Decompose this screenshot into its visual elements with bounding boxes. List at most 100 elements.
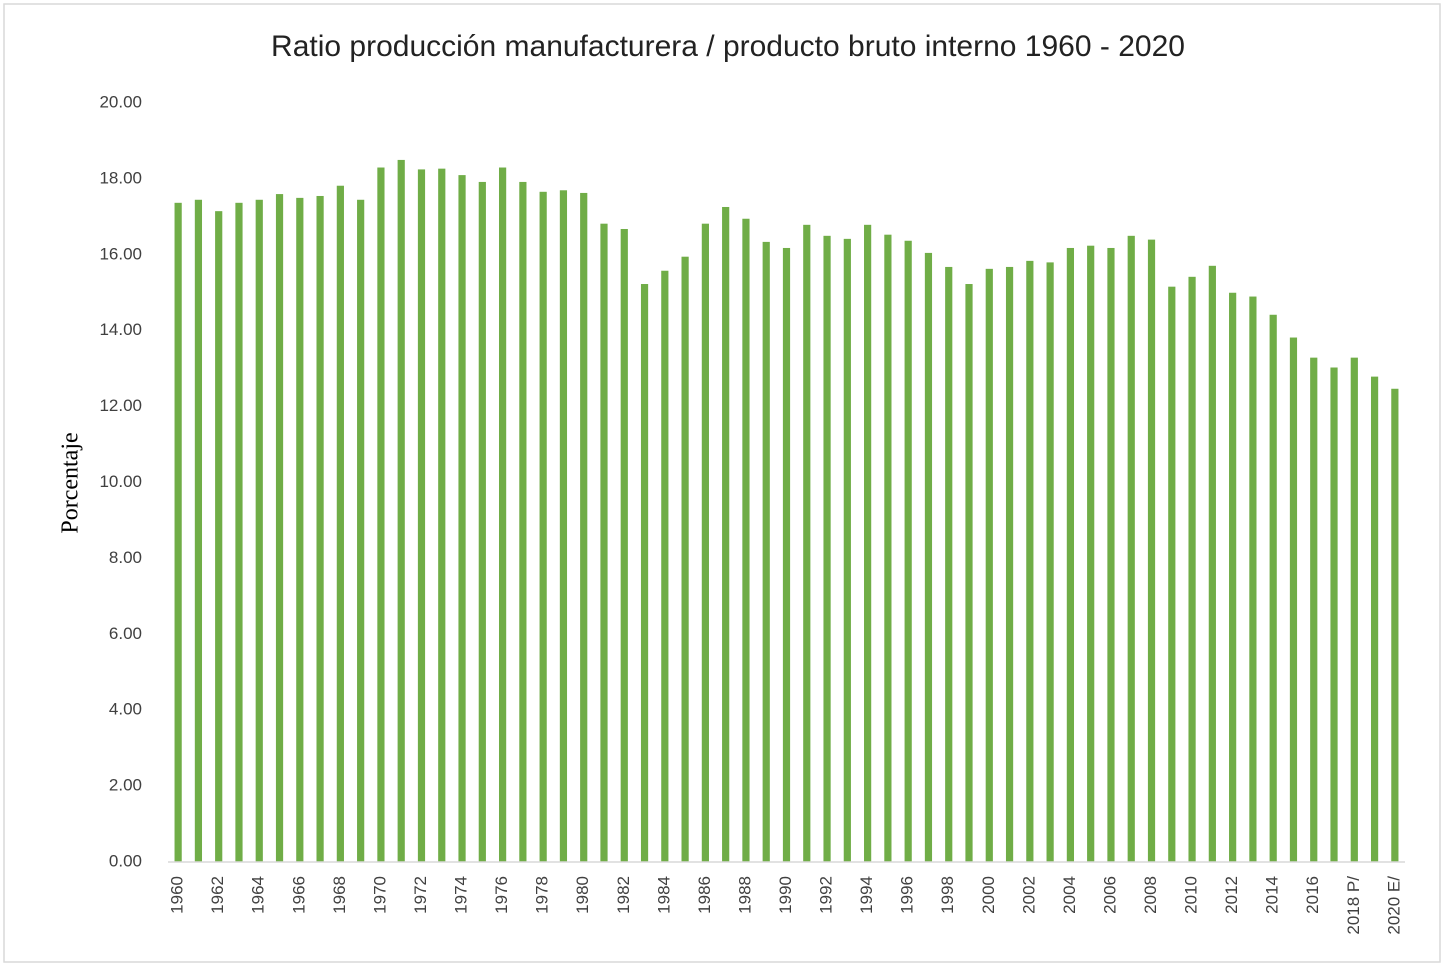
bar xyxy=(1208,265,1216,862)
bar xyxy=(782,247,791,862)
bar xyxy=(1046,262,1054,862)
bar xyxy=(559,190,568,862)
bar xyxy=(1005,266,1014,863)
x-tick-label: 2004 xyxy=(1060,876,1079,914)
bar xyxy=(1310,357,1318,862)
y-tick-label: 4.00 xyxy=(109,700,142,719)
x-tick-label: 1972 xyxy=(411,876,430,914)
bar xyxy=(336,185,344,862)
x-tick-label: 1990 xyxy=(776,876,795,914)
y-tick-label: 0.00 xyxy=(109,851,142,870)
bar xyxy=(1147,239,1156,862)
bar xyxy=(1249,296,1257,862)
bar xyxy=(945,266,953,863)
y-tick-label: 6.00 xyxy=(109,624,142,643)
x-tick-label: 1988 xyxy=(735,876,754,914)
bar xyxy=(1391,388,1399,862)
x-tick-label: 1992 xyxy=(817,876,836,914)
bar xyxy=(397,159,405,863)
x-tick-label: 1982 xyxy=(614,876,633,914)
x-tick-label: 1968 xyxy=(330,876,349,914)
bar xyxy=(843,238,851,863)
bar xyxy=(255,199,263,862)
y-tick-label: 14.00 xyxy=(99,320,142,339)
bar xyxy=(1066,247,1075,862)
y-axis-label: Porcentaje xyxy=(58,432,84,533)
bar xyxy=(194,199,203,862)
bar xyxy=(904,240,912,863)
x-tick-label: 2012 xyxy=(1222,876,1241,914)
y-tick-label: 20.00 xyxy=(99,92,142,111)
x-tick-label: 1960 xyxy=(168,876,187,914)
x-tick-label: 2010 xyxy=(1182,876,1201,914)
bar xyxy=(417,169,426,863)
bar xyxy=(215,211,223,863)
x-tick-label: 1976 xyxy=(492,876,511,914)
bar xyxy=(1087,245,1095,862)
bar xyxy=(884,234,892,862)
bar xyxy=(681,256,689,862)
bar xyxy=(235,202,243,863)
x-tick-label: 2016 xyxy=(1303,876,1322,914)
x-tick-label: 1978 xyxy=(533,876,552,914)
x-tick-label: 1994 xyxy=(857,876,876,914)
chart-border xyxy=(3,3,1441,963)
bar xyxy=(1370,376,1379,862)
x-tick-label: 1970 xyxy=(370,876,389,914)
bar xyxy=(762,241,770,863)
bar xyxy=(640,284,649,863)
bar xyxy=(1289,337,1298,862)
x-tick-label: 1980 xyxy=(573,876,592,914)
bar xyxy=(1269,314,1277,862)
bar xyxy=(539,191,547,863)
y-tick-label: 18.00 xyxy=(99,168,142,187)
bar xyxy=(1229,292,1237,862)
bar xyxy=(803,224,811,862)
bar xyxy=(1168,286,1176,863)
bar xyxy=(377,167,385,862)
x-tick-label: 2020 E/ xyxy=(1384,876,1403,935)
x-tick-label: 1964 xyxy=(249,876,268,914)
bar xyxy=(296,197,304,862)
bar xyxy=(620,228,628,862)
bar xyxy=(661,270,669,862)
bar xyxy=(1330,367,1338,862)
bar xyxy=(742,218,750,862)
y-tick-label: 12.00 xyxy=(99,396,142,415)
bar xyxy=(600,223,608,862)
bar xyxy=(722,206,730,862)
x-tick-label: 1962 xyxy=(208,876,227,914)
y-tick-label: 8.00 xyxy=(109,548,142,567)
bar xyxy=(174,202,182,863)
bar xyxy=(478,181,486,862)
x-tick-label: 1996 xyxy=(898,876,917,914)
x-tick-label: 1974 xyxy=(452,876,471,914)
x-tick-label: 2014 xyxy=(1263,876,1282,914)
x-tick-label: 2006 xyxy=(1100,876,1119,914)
bar xyxy=(438,168,446,862)
bar xyxy=(357,199,365,862)
bar xyxy=(823,235,831,862)
x-tick-label: 2002 xyxy=(1019,876,1038,914)
x-tick-label: 1998 xyxy=(938,876,957,914)
x-tick-label: 2000 xyxy=(979,876,998,914)
x-tick-label: 1986 xyxy=(695,876,714,914)
bar xyxy=(519,181,527,862)
y-tick-label: 10.00 xyxy=(99,472,142,491)
chart-title: Ratio producción manufacturera / product… xyxy=(271,30,1185,63)
bar xyxy=(701,223,709,862)
x-tick-label: 1984 xyxy=(654,876,673,914)
bar xyxy=(458,175,466,863)
x-tick-label: 2008 xyxy=(1141,876,1160,914)
y-tick-label: 2.00 xyxy=(109,776,142,795)
bar xyxy=(924,252,933,863)
bar xyxy=(985,268,993,862)
bar xyxy=(1350,357,1358,862)
bar xyxy=(1127,235,1135,862)
x-tick-label: 2018 P/ xyxy=(1344,876,1363,935)
bar xyxy=(965,284,973,863)
x-tick-label: 1966 xyxy=(289,876,308,914)
bar xyxy=(864,224,872,862)
bar xyxy=(498,167,507,862)
